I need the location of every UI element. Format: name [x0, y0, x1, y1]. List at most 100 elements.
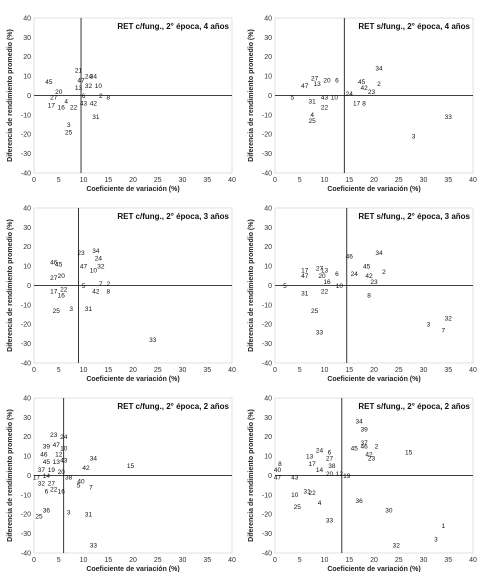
x-tick-label: 35: [444, 367, 452, 374]
data-point-label: 23: [77, 250, 85, 257]
y-tick-label: -20: [262, 132, 272, 139]
x-tick-label: 35: [203, 557, 211, 564]
x-tick-label: 40: [228, 557, 236, 564]
data-point-label: 27: [50, 275, 58, 282]
data-point-label: 31: [309, 99, 317, 106]
x-tick-label: 5: [298, 177, 302, 184]
data-point-label: 6: [45, 488, 49, 495]
data-point-label: 25: [311, 308, 319, 315]
data-point-label: 46: [360, 444, 368, 451]
data-point-label: 2: [106, 281, 110, 288]
data-point-label: 33: [316, 329, 324, 336]
data-point-label: 2: [377, 81, 381, 88]
x-tick-label: 25: [154, 177, 162, 184]
y-tick-label: -40: [21, 170, 31, 177]
data-point-label: 34: [90, 73, 98, 80]
y-axis-label: Diferencia de rendimiento promedio (%): [7, 409, 14, 542]
data-point-label: 22: [50, 486, 58, 493]
x-tick-label: 10: [321, 177, 329, 184]
data-point-label: 39: [43, 444, 51, 451]
x-tick-label: 0: [32, 557, 36, 564]
data-point-label: 17: [301, 267, 309, 274]
data-point-label: 7: [441, 327, 445, 334]
data-point-label: 47: [301, 273, 309, 280]
x-tick-label: 40: [469, 557, 477, 564]
y-tick-label: 0: [27, 93, 31, 100]
y-tick-label: -10: [262, 302, 272, 309]
data-point-label: 16: [58, 104, 66, 111]
data-point-label: 3: [69, 306, 73, 313]
data-point-label: 19: [48, 467, 56, 474]
x-tick-label: 15: [345, 557, 353, 564]
data-point-label: 45: [358, 79, 366, 86]
x-tick-label: 10: [321, 557, 329, 564]
y-tick-label: -30: [262, 341, 272, 348]
data-point-label: 15: [127, 463, 135, 470]
data-point-label: 2: [375, 444, 379, 451]
y-tick-label: 0: [268, 283, 272, 290]
y-tick-label: 10: [264, 264, 272, 271]
x-tick-label: 25: [154, 557, 162, 564]
data-point-label: 31: [85, 512, 93, 519]
y-tick-label: 10: [23, 264, 31, 271]
x-tick-label: 30: [420, 177, 428, 184]
x-tick-label: 0: [32, 177, 36, 184]
data-point-label: 40: [274, 467, 282, 474]
y-tick-label: -20: [262, 322, 272, 329]
y-tick-label: -30: [21, 151, 31, 158]
y-tick-label: 10: [23, 74, 31, 81]
y-tick-label: 10: [23, 454, 31, 461]
data-point-label: 4: [310, 112, 314, 119]
data-point-label: 17: [309, 461, 317, 468]
data-point-label: 45: [45, 79, 53, 86]
data-point-label: 47: [77, 77, 85, 84]
x-tick-label: 30: [179, 177, 187, 184]
x-tick-label: 20: [370, 177, 378, 184]
x-tick-label: 10: [321, 367, 329, 374]
y-tick-label: -20: [262, 512, 272, 519]
data-point-label: 20: [58, 273, 66, 280]
data-point-label: 43: [80, 101, 88, 108]
data-point-label: 43: [60, 457, 68, 464]
data-point-label: 43: [291, 475, 299, 482]
y-tick-label: -20: [21, 322, 31, 329]
data-point-label: 23: [370, 279, 378, 286]
data-point-label: 20: [58, 469, 66, 476]
data-point-label: 6: [82, 93, 86, 100]
y-tick-label: 0: [268, 93, 272, 100]
data-point-label: 13: [321, 267, 329, 274]
x-tick-label: 15: [104, 177, 112, 184]
data-point-label: 36: [356, 498, 364, 505]
y-tick-label: -40: [262, 360, 272, 367]
y-tick-label: -30: [21, 531, 31, 538]
x-axis-label: Coeficiente de variación (%): [327, 566, 420, 572]
data-point-label: 20: [323, 77, 331, 84]
x-tick-label: 20: [370, 557, 378, 564]
x-tick-label: 25: [395, 177, 403, 184]
y-tick-label: 30: [23, 415, 31, 422]
data-point-label: 47: [301, 83, 309, 90]
x-tick-label: 5: [57, 367, 61, 374]
y-axis-label: Diferencia de rendimiento promedio (%): [248, 219, 255, 352]
y-tick-label: 30: [23, 225, 31, 232]
x-tick-label: 30: [179, 367, 187, 374]
data-point-label: 5: [82, 283, 86, 290]
data-point-label: 20: [326, 471, 334, 478]
data-point-label: 38: [328, 463, 336, 470]
data-point-label: 7: [89, 484, 93, 491]
data-point-label: 10: [291, 492, 299, 499]
x-axis-label: Coeficiente de variación (%): [86, 186, 179, 193]
data-point-label: 10: [336, 283, 344, 290]
data-point-label: 5: [283, 283, 287, 290]
x-tick-label: 5: [57, 557, 61, 564]
x-tick-label: 10: [80, 557, 88, 564]
data-point-label: 39: [360, 426, 368, 433]
data-point-label: 31: [301, 291, 309, 298]
data-point-label: 5: [77, 482, 81, 489]
data-point-label: 47: [53, 442, 61, 449]
y-tick-label: -40: [262, 170, 272, 177]
y-tick-label: 20: [23, 244, 31, 251]
